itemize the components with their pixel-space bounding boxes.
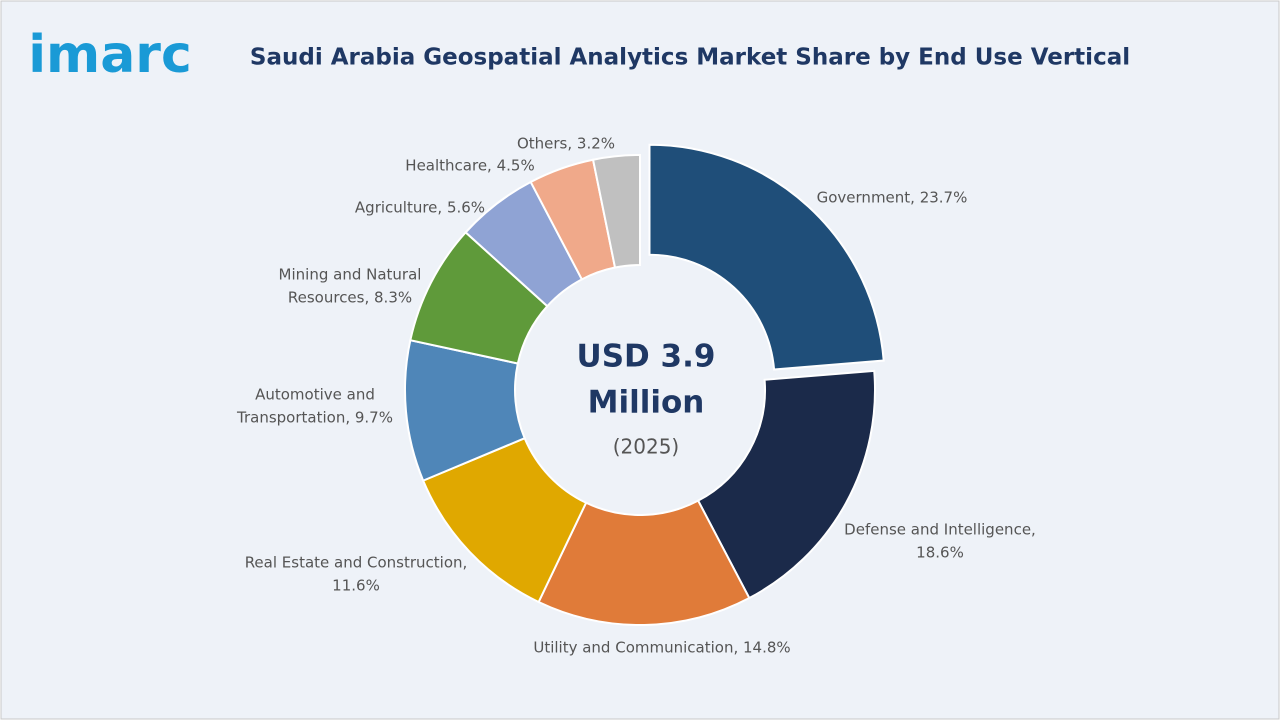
slice-label: Resources, 8.3% bbox=[288, 289, 412, 307]
donut-slice bbox=[648, 143, 885, 371]
slice-label: Automotive and bbox=[255, 386, 375, 404]
slice-label: Mining and Natural bbox=[279, 266, 422, 284]
slice-label: Agriculture, 5.6% bbox=[355, 199, 485, 217]
slice-label: Transportation, 9.7% bbox=[236, 409, 393, 427]
center-label: USD 3.9 bbox=[577, 339, 716, 375]
donut-slice bbox=[537, 499, 751, 626]
slice-label: Others, 3.2% bbox=[517, 135, 615, 153]
slice-label: Utility and Communication, 14.8% bbox=[533, 639, 790, 657]
slice-label: 18.6% bbox=[916, 544, 964, 562]
slice-label: Defense and Intelligence, bbox=[844, 521, 1036, 539]
center-label: (2025) bbox=[613, 435, 680, 459]
donut-slice bbox=[696, 369, 876, 600]
slice-label: 11.6% bbox=[332, 577, 380, 595]
slice-label: Government, 23.7% bbox=[817, 189, 968, 207]
slice-label: Real Estate and Construction, bbox=[245, 554, 468, 572]
slice-label: Healthcare, 4.5% bbox=[405, 157, 534, 175]
logo: imarc bbox=[28, 25, 192, 85]
donut-slice bbox=[591, 153, 641, 269]
chart-title: Saudi Arabia Geospatial Analytics Market… bbox=[250, 45, 1130, 71]
center-label: Million bbox=[588, 385, 705, 421]
